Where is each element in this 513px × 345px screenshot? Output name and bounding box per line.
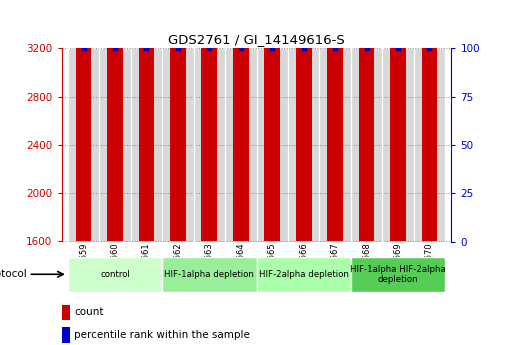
Text: GSM71663: GSM71663 [205, 242, 214, 288]
Bar [62, 305, 70, 320]
Bar [264, 42, 280, 242]
Bar [351, 257, 445, 292]
Point [142, 46, 150, 51]
Bar [193, 48, 225, 242]
Bar [107, 45, 123, 241]
Text: GSM71666: GSM71666 [299, 242, 308, 288]
Bar [62, 327, 70, 343]
Text: count: count [74, 307, 104, 317]
Bar [390, 0, 406, 241]
Point [363, 46, 371, 51]
Title: GDS2761 / GI_14149616-S: GDS2761 / GI_14149616-S [168, 33, 345, 46]
Point [205, 46, 213, 51]
Bar [256, 48, 288, 242]
Text: HIF-1alpha HIF-2alpha
depletion: HIF-1alpha HIF-2alpha depletion [350, 265, 446, 284]
Text: GSM71664: GSM71664 [236, 242, 245, 288]
Bar [170, 0, 186, 241]
Bar [296, 10, 311, 241]
Bar [382, 48, 413, 242]
Point [174, 46, 182, 51]
Bar [202, 0, 217, 241]
Bar [162, 257, 256, 292]
Text: GSM71670: GSM71670 [425, 242, 434, 288]
Bar [327, 35, 343, 242]
Bar [100, 48, 131, 242]
Bar [320, 48, 351, 242]
Text: GSM71668: GSM71668 [362, 242, 371, 288]
Bar [68, 257, 162, 292]
Bar [288, 48, 320, 242]
Text: protocol: protocol [0, 269, 27, 279]
Point [80, 46, 88, 51]
Bar [76, 8, 91, 241]
Text: GSM71665: GSM71665 [268, 242, 277, 288]
Text: control: control [100, 270, 130, 279]
Bar [413, 48, 445, 242]
Point [425, 46, 433, 51]
Bar [422, 0, 437, 241]
Text: percentile rank within the sample: percentile rank within the sample [74, 330, 250, 340]
Bar [131, 48, 162, 242]
Point [300, 46, 308, 51]
Bar [359, 0, 374, 241]
Bar [68, 48, 100, 242]
Text: GSM71660: GSM71660 [110, 242, 120, 288]
Bar [162, 48, 193, 242]
Bar [225, 48, 256, 242]
Text: GSM71667: GSM71667 [330, 242, 340, 288]
Text: GSM71661: GSM71661 [142, 242, 151, 288]
Point [236, 46, 245, 51]
Bar [139, 36, 154, 241]
Text: GSM71662: GSM71662 [173, 242, 183, 288]
Bar [256, 257, 351, 292]
Bar [351, 48, 382, 242]
Text: HIF-1alpha depletion: HIF-1alpha depletion [164, 270, 254, 279]
Text: HIF-2alpha depletion: HIF-2alpha depletion [259, 270, 349, 279]
Text: GSM71669: GSM71669 [393, 242, 403, 288]
Point [331, 46, 339, 51]
Point [394, 46, 402, 51]
Text: GSM71659: GSM71659 [79, 242, 88, 288]
Point [111, 46, 119, 51]
Bar [233, 0, 249, 241]
Point [268, 46, 277, 51]
